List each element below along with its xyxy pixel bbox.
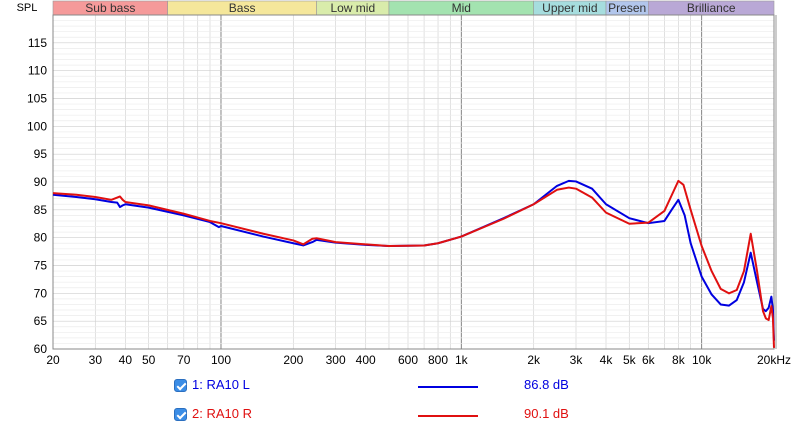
band-label-3: Mid [452,1,471,15]
series-1-swatch [418,386,478,388]
legend-row-ra10-r[interactable]: 2: RA10 R 90.1 dB [0,402,800,428]
x-tick-label: 10k [692,353,712,367]
series-1-label: 1: RA10 L [192,377,250,392]
y-tick-label: 80 [34,231,48,245]
band-label-6: Brilliance [687,1,736,15]
series-1-checkbox[interactable] [174,379,187,392]
y-tick-label: 105 [27,92,47,106]
y-tick-label: 95 [34,147,48,161]
x-tick-label: 8k [672,353,686,367]
x-tick-label: 70 [177,353,191,367]
legend-row-ra10-l[interactable]: 1: RA10 L 86.8 dB [0,373,800,399]
grid-lines [52,14,777,350]
x-tick-label: 50 [142,353,156,367]
band-label-4: Upper mid [542,1,597,15]
series-2-label: 2: RA10 R [192,406,252,421]
x-tick-label: 5k [623,353,637,367]
y-tick-label: 115 [28,36,47,50]
x-tick-label: 3k [570,353,584,367]
x-tick-label: 1k [455,353,469,367]
frequency-band-bar: Sub bass Bass Low mid Mid Upper mid Presen Bri… [52,0,775,16]
y-axis-ticks: 60 65 70 75 80 85 90 95 100 105 110 115 [27,36,47,356]
x-tick-label: 30 [89,353,103,367]
y-tick-label: 85 [34,203,48,217]
y-tick-label: 70 [34,286,48,300]
x-tick-label: 100 [211,353,231,367]
x-tick-label: 4k [600,353,614,367]
x-tick-label: 20kHz [757,353,791,367]
y-tick-label: 75 [34,259,48,273]
series-lines [52,179,775,348]
y-tick-label: 110 [28,64,47,78]
series-line-2 [52,179,775,348]
frequency-response-chart: Sub bass Bass Low mid Mid Upper mid Presen Bri… [17,0,791,367]
legend: 1: RA10 L 86.8 dB 2: RA10 R 90.1 dB [0,370,800,430]
x-tick-label: 6k [642,353,656,367]
x-tick-label: 400 [356,353,376,367]
series-line-1 [52,179,775,341]
plot-frame [52,14,775,350]
series-2-swatch [418,415,478,417]
y-tick-label: 90 [34,175,48,189]
series-2-checkbox[interactable] [174,408,187,421]
y-axis-label: SPL [17,2,38,14]
x-tick-label: 20 [46,353,60,367]
band-label-1: Bass [229,1,256,15]
series-1-value: 86.8 dB [524,377,569,392]
y-tick-label: 60 [34,342,48,356]
x-tick-label: 2k [527,353,541,367]
x-tick-label: 300 [326,353,346,367]
y-tick-label: 100 [27,119,47,133]
x-tick-label: 200 [283,353,303,367]
band-label-2: Low mid [330,1,375,15]
band-label-5: Presen [608,1,646,15]
x-tick-label: 600 [398,353,418,367]
x-axis-ticks: 20 30 40 50 70 100 200 300 400 600 800 1k 2k 3k 4k 5k 6k… [46,353,791,367]
x-tick-label: 40 [119,353,133,367]
band-label-0: Sub bass [85,1,135,15]
x-tick-label: 800 [428,353,448,367]
y-tick-label: 65 [34,314,48,328]
series-2-value: 90.1 dB [524,406,569,421]
